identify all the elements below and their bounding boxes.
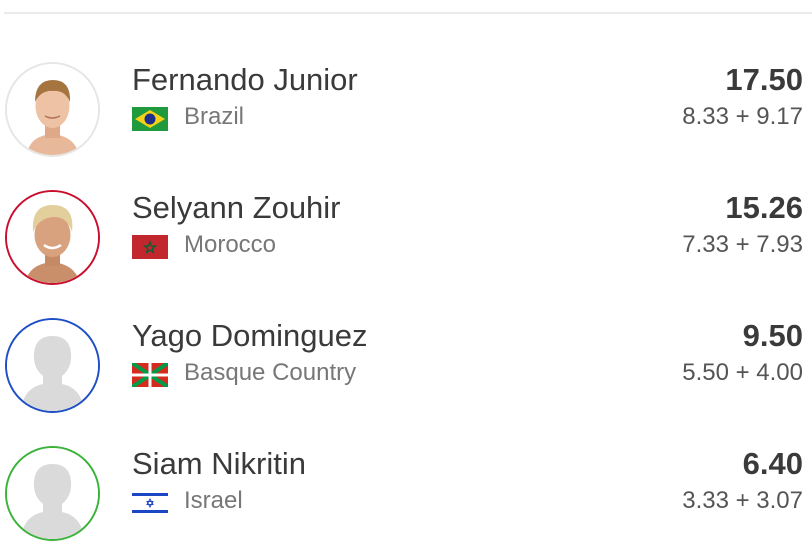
athlete-country: Basque Country [184, 359, 357, 386]
athlete-row[interactable]: Selyann Zouhir Morocco 15.26 7.33 + 7.93 [0, 175, 812, 303]
athlete-name: Yago Dominguez [132, 318, 368, 353]
placeholder-silhouette-icon [7, 320, 98, 411]
total-score: 15.26 [725, 190, 803, 225]
placeholder-silhouette-icon [7, 448, 98, 539]
athlete-name: Siam Nikritin [132, 446, 306, 481]
athlete-photo [7, 64, 98, 155]
avatar [5, 446, 100, 541]
athlete-row[interactable]: Siam Nikritin Israel 6.40 3.33 + 3.07 [0, 431, 812, 559]
wave-scores: 7.33 + 7.93 [682, 231, 803, 258]
total-score: 6.40 [742, 446, 803, 481]
total-score: 9.50 [742, 318, 803, 353]
athlete-name: Fernando Junior [132, 62, 358, 97]
wave-scores: 5.50 + 4.00 [682, 359, 803, 386]
athlete-country: Brazil [184, 103, 245, 130]
athlete-row[interactable]: Fernando Junior Brazil 17.50 8.33 + 9.17 [0, 47, 812, 175]
athlete-row[interactable]: Yago Dominguez Basque Country 9.50 5.50 … [0, 303, 812, 431]
avatar [5, 190, 100, 285]
top-divider [4, 12, 812, 14]
athlete-name: Selyann Zouhir [132, 190, 341, 225]
avatar [5, 62, 100, 157]
brazil-flag-icon [132, 107, 168, 131]
avatar [5, 318, 100, 413]
total-score: 17.50 [725, 62, 803, 97]
wave-scores: 3.33 + 3.07 [682, 487, 803, 514]
athlete-photo [7, 192, 98, 283]
israel-flag-icon [132, 491, 168, 515]
wave-scores: 8.33 + 9.17 [682, 103, 803, 130]
athlete-country: Israel [184, 487, 243, 514]
athlete-country: Morocco [184, 231, 277, 258]
morocco-flag-icon [132, 235, 168, 259]
basque-flag-icon [132, 363, 168, 387]
